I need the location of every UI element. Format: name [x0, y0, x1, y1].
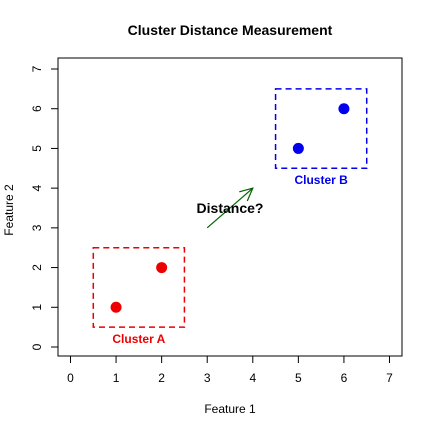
cluster-label: Cluster B — [294, 173, 348, 187]
x-tick-label: 4 — [249, 371, 256, 385]
cluster-labels: Cluster A Cluster B — [112, 173, 348, 346]
x-tick-label: 7 — [386, 371, 393, 385]
cluster-boxes — [92, 88, 368, 328]
data-point — [110, 301, 122, 313]
distance-arrow-layer — [206, 187, 254, 229]
data-points — [110, 103, 350, 313]
cluster-box — [274, 88, 368, 170]
x-tick-label: 2 — [158, 371, 165, 385]
y-tick-label: 4 — [30, 184, 44, 191]
data-point — [338, 103, 350, 115]
x-tick-label: 6 — [341, 371, 348, 385]
x-tick-label: 0 — [67, 371, 74, 385]
y-tick-label: 3 — [30, 224, 44, 231]
distance-annotation: Distance? — [197, 200, 264, 216]
y-tick-label: 7 — [30, 65, 44, 72]
cluster-label: Cluster A — [112, 332, 165, 346]
distance-arrow-shaft — [206, 187, 254, 229]
data-point — [292, 142, 304, 154]
x-tick-label: 1 — [113, 371, 120, 385]
plot-area-frame — [57, 57, 403, 357]
y-tick-label: 2 — [30, 264, 44, 271]
y-axis: 0 1 2 3 4 5 6 7 — [30, 65, 58, 350]
cluster-box — [92, 246, 186, 328]
x-axis-title: Feature 1 — [204, 402, 256, 416]
y-axis-title: Feature 2 — [2, 184, 16, 236]
y-tick-label: 1 — [30, 304, 44, 311]
x-axis: 0 1 2 3 4 5 6 7 — [67, 356, 393, 385]
distance-arrow-head — [239, 187, 254, 202]
x-tick-label: 5 — [295, 371, 302, 385]
chart-title: Cluster Distance Measurement — [128, 22, 333, 38]
y-tick-label: 0 — [30, 343, 44, 350]
data-point — [156, 262, 168, 274]
x-tick-label: 3 — [204, 371, 211, 385]
y-tick-label: 6 — [30, 105, 44, 112]
y-tick-label: 5 — [30, 145, 44, 152]
